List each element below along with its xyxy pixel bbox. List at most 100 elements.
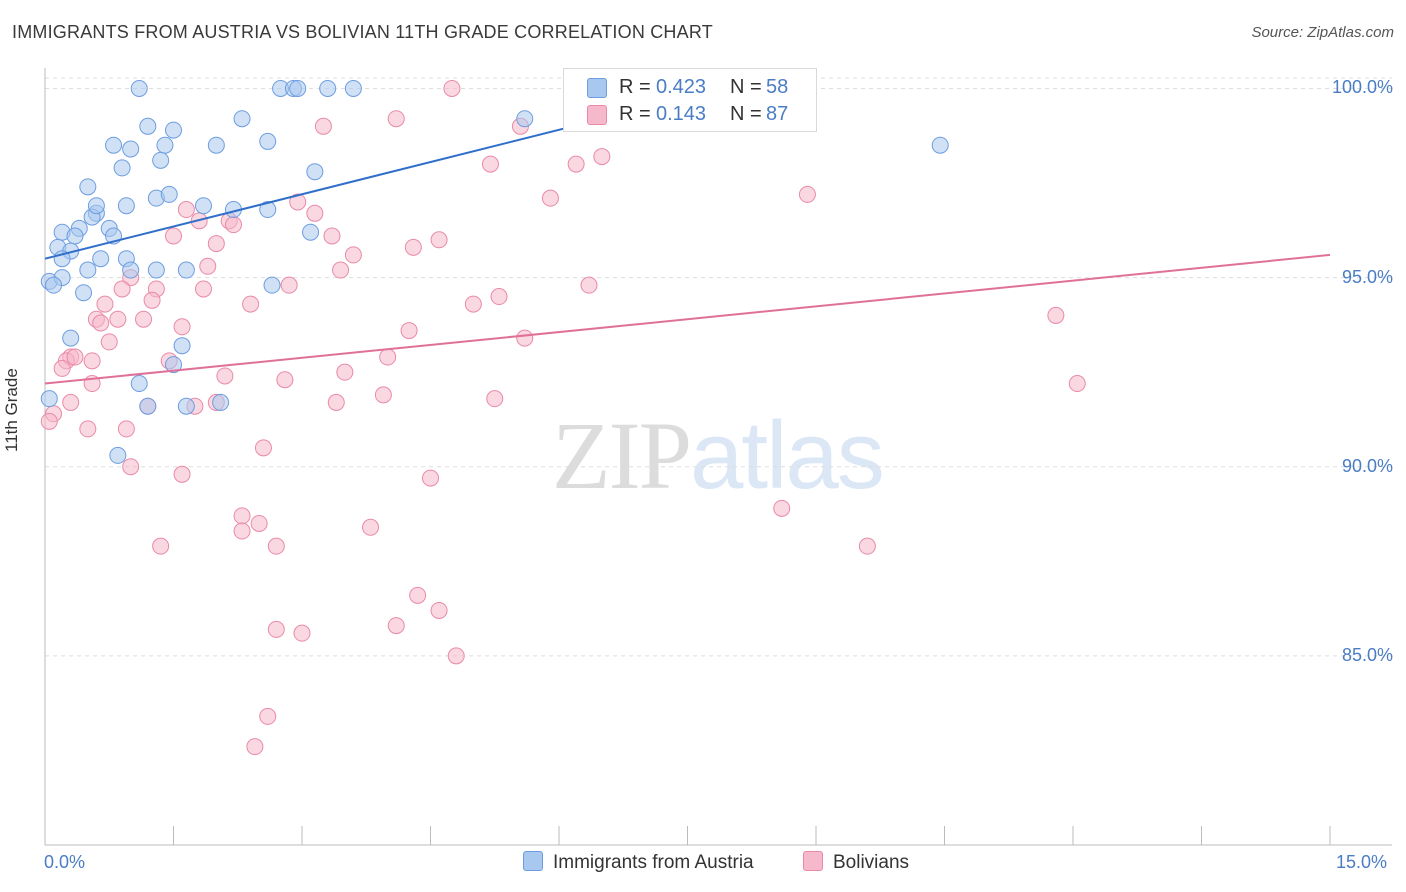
bolivians-point-80: [387, 617, 405, 635]
bolivians-point-51: [216, 367, 234, 385]
austria-point-26: [259, 201, 277, 219]
watermark-zip: ZIP: [552, 402, 692, 509]
bolivians-point-35: [1047, 306, 1065, 324]
austria-point-16: [113, 159, 131, 177]
austria-point-55: [109, 446, 127, 464]
bolivians-point-33: [464, 295, 482, 313]
bolivians-point-16: [165, 227, 182, 245]
austria-point-49: [165, 356, 182, 374]
austria-point-41: [177, 261, 195, 279]
bolivians-point-23: [332, 261, 350, 279]
austria-point-54: [212, 393, 230, 411]
austria-point-14: [207, 136, 225, 154]
bolivians-point-75: [152, 537, 170, 555]
bolivians-point-8: [541, 189, 559, 207]
n-value: 58: [766, 76, 789, 98]
austria-point-51: [40, 390, 58, 408]
bolivians-point-29: [194, 280, 212, 298]
y-axis-label: 11th Grade: [2, 368, 21, 452]
bolivians-point-19: [430, 231, 448, 249]
austria-point-46: [75, 284, 93, 302]
y-tick-label-90: 90.0%: [1341, 455, 1393, 476]
austria-point-0: [130, 79, 148, 97]
austria-point-36: [92, 250, 110, 268]
austria-point-33: [302, 223, 320, 241]
chart-title: IMMIGRANTS FROM AUSTRIA VS BOLIVIAN 11TH…: [12, 22, 713, 42]
bolivians-point-17: [323, 227, 341, 245]
watermark-atlas: atlas: [690, 402, 885, 509]
bolivians-point-54: [1068, 375, 1086, 393]
r-value: 0.143: [656, 103, 707, 125]
bolivians-point-69: [422, 469, 439, 487]
r-value: 0.423: [656, 76, 707, 98]
bolivians-point-63: [40, 412, 58, 430]
austria-point-47: [62, 329, 80, 347]
austria-point-40: [147, 261, 165, 279]
austria-point-8: [165, 121, 182, 139]
bolivians-point-2: [387, 110, 405, 128]
bolivians-swatch: [803, 851, 823, 871]
bolivians-point-25: [280, 276, 298, 294]
legend-item-bolivians[interactable]: Bolivians: [803, 851, 909, 874]
austria-point-24: [194, 197, 212, 215]
bolivians-point-34: [96, 295, 114, 313]
bolivians-point-84: [259, 707, 277, 725]
legend-item-austria[interactable]: Immigrants from Austria: [523, 851, 754, 874]
bolivians-point-47: [83, 352, 101, 370]
austria-point-15: [259, 132, 277, 150]
austria-point-50: [130, 375, 148, 393]
bolivians-point-79: [430, 601, 448, 619]
austria-point-52: [139, 397, 157, 415]
bolivians-point-82: [293, 624, 311, 642]
y-tick-label-100: 100.0%: [1331, 77, 1393, 98]
legend-row-bolivians: R = 0.143 N = 87: [564, 100, 816, 128]
bolivians-point-72: [250, 514, 268, 532]
r-label: R =: [619, 103, 651, 125]
bolivians-point-5: [593, 148, 611, 166]
y-tick-label-95: 95.0%: [1341, 266, 1393, 287]
bolivians-point-73: [362, 518, 380, 536]
bolivians-point-66: [254, 439, 272, 457]
bolivians-point-74: [233, 522, 251, 540]
austria-point-10: [105, 136, 123, 154]
bolivians-point-55: [374, 386, 392, 404]
austria-swatch: [523, 851, 543, 871]
axes: [44, 68, 1392, 846]
bolivians-point-86: [66, 348, 84, 366]
austria-points: [40, 79, 949, 464]
bolivians-point-58: [327, 393, 345, 411]
bolivians-point-49: [53, 359, 71, 377]
austria-point-18: [931, 136, 949, 154]
austria-point-21: [160, 185, 178, 203]
gridlines: [45, 77, 1392, 657]
austria-point-38: [79, 261, 97, 279]
watermark: ZIPatlas: [552, 400, 885, 511]
r-label: R =: [619, 76, 651, 98]
austria-point-57: [87, 197, 105, 215]
austria-point-23: [117, 197, 135, 215]
bolivians-point-21: [344, 246, 362, 264]
bolivians-point-26: [580, 276, 598, 294]
bolivians-point-3: [314, 117, 332, 135]
bolivians-point-32: [242, 295, 260, 313]
x-tick-label-min: 0.0%: [44, 852, 86, 872]
bolivians-point-39: [92, 314, 110, 332]
bolivians-point-28: [113, 280, 131, 298]
austria-point-45: [263, 276, 281, 294]
austria-point-3: [289, 79, 307, 97]
bolivians-point-64: [79, 420, 97, 438]
bolivians-point-40: [173, 318, 191, 336]
bolivians-point-67: [122, 458, 140, 476]
austria-point-5: [344, 79, 362, 97]
bolivians-point-50: [336, 363, 354, 381]
legend-row-austria: R = 0.423 N = 58: [564, 73, 816, 101]
n-value: 87: [766, 103, 789, 125]
bolivians-point-30: [490, 288, 508, 306]
austria-point-11: [122, 140, 140, 158]
bolivians-trend-line: [44, 253, 1331, 385]
austria-point-12: [156, 136, 174, 154]
n-label: N =: [730, 103, 762, 125]
bolivians-point-45: [379, 348, 397, 366]
bolivians-point-10: [289, 193, 307, 211]
